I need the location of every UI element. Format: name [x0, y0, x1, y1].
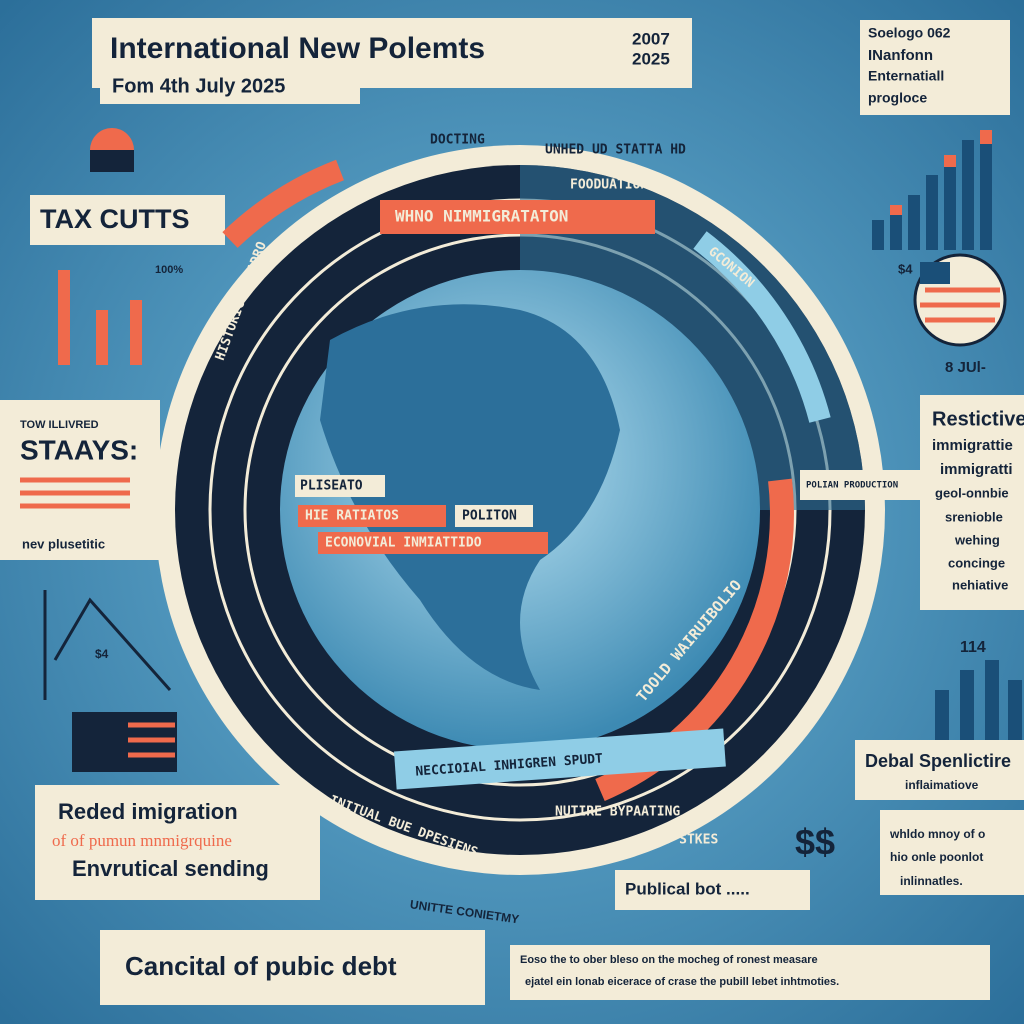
dollars: $$: [795, 822, 835, 863]
subtitle-box: [100, 70, 360, 104]
note-line: inlinnatles.: [900, 874, 963, 888]
restrictive-line: srenioble: [945, 509, 1003, 524]
immigration-box: [35, 785, 320, 900]
public-box: [615, 870, 810, 910]
debt-label: Cancital of pubic debt: [125, 951, 397, 981]
bottom-small: NUTIRE BYPAATING: [555, 805, 680, 820]
bottom-small: HIAS STKES: [640, 833, 718, 848]
center-label: POLITON: [462, 509, 517, 524]
price: $4: [898, 261, 913, 276]
ring-label: POLIAN PRODUCTION: [806, 481, 898, 491]
debt-mark: $4: [95, 647, 109, 661]
immigration-line: Reded imigration: [58, 799, 238, 824]
year: 2025: [632, 49, 670, 68]
title: International New Polemts: [110, 32, 485, 65]
bar-decor: [58, 270, 142, 365]
restrictive-line: immigratti: [940, 461, 1013, 478]
info-line: progloce: [868, 90, 927, 106]
bar-value: 114: [960, 639, 986, 656]
note-box: [880, 810, 1024, 895]
ring-band: [222, 159, 345, 249]
footnote: ejatel ein lonab eicerace of crase the p…: [525, 976, 839, 988]
center-band: [318, 532, 548, 554]
year: 2007: [632, 29, 670, 48]
restrictive-line: immigrattie: [932, 437, 1013, 454]
ring-label: UNHED UD STATTA HD: [545, 143, 686, 158]
map: [320, 304, 620, 690]
center-label: HIE RATIATOS: [305, 509, 399, 524]
info-box: [860, 20, 1010, 115]
immigration-line: of of pumun mnmigrquine: [52, 831, 232, 850]
label-band: [380, 200, 655, 234]
flag-stripes: [920, 287, 1000, 323]
label-band: [800, 470, 920, 500]
bar-decor: [890, 130, 992, 215]
line-decor: [53, 597, 172, 691]
note-line: whldo mnoy of o: [889, 827, 985, 841]
center-label: PLISEATO: [300, 479, 363, 494]
restrictive: Restictive immigrattie immigratti geol-o…: [932, 408, 1024, 592]
restrictive-box: [920, 395, 1024, 610]
ring-label: DOCTING: [430, 133, 485, 148]
tax-label: TAX CUTTS: [40, 204, 190, 234]
restrictive-line: geol-onnbie: [935, 485, 1009, 500]
bottom-band: [394, 728, 726, 790]
center-band: [295, 475, 385, 497]
tax-box: [30, 195, 225, 245]
flag-canton: [920, 262, 950, 284]
info-line: Enternatiall: [868, 68, 944, 84]
stays-note: nev plusetitic: [22, 536, 105, 551]
stripes: [20, 477, 130, 509]
debt-box: [100, 930, 485, 1005]
bar-decor: [872, 130, 992, 250]
center-band: [298, 505, 446, 527]
immigration-line: Envrutical sending: [72, 856, 269, 881]
info-line: Soelogo 062: [868, 25, 951, 41]
flag-stripes: [128, 722, 175, 758]
footnote-box: [510, 945, 990, 1000]
subtitle: Fom 4th July 2025: [112, 75, 285, 97]
restrictive-line: wehing: [954, 532, 1000, 547]
percent: 100%: [155, 264, 183, 276]
ring-label: FOODUATION: [570, 178, 648, 193]
info-line: INanfonn: [868, 47, 933, 64]
center-band: [455, 505, 533, 527]
center-label: ECONOVIAL INMIATTIDO: [325, 536, 482, 551]
icon: [90, 150, 134, 172]
stays-label: STAAYS:: [20, 434, 138, 465]
debal-subtitle: inflaimatiove: [905, 778, 979, 792]
flag-label: 8 JUl-: [945, 359, 986, 376]
public-label: Publical bot .....: [625, 879, 750, 898]
restrictive-title: Restictive: [932, 408, 1024, 430]
ring-label: WHNO NIMMIGRATATON: [395, 207, 568, 226]
restrictive-line: concinge: [948, 555, 1005, 570]
stays-small: TOW ILLIVRED: [20, 419, 99, 431]
footnote: Eoso the to ober bleso on the mocheg of …: [520, 954, 818, 966]
debal-title: Debal Spenlictire: [865, 751, 1011, 771]
debal-box: [855, 740, 1024, 800]
restrictive-line: nehiative: [952, 577, 1008, 592]
ring-band: [693, 231, 831, 423]
note-line: hio onle poonlot: [890, 850, 983, 864]
bar-decor: [935, 660, 1022, 750]
